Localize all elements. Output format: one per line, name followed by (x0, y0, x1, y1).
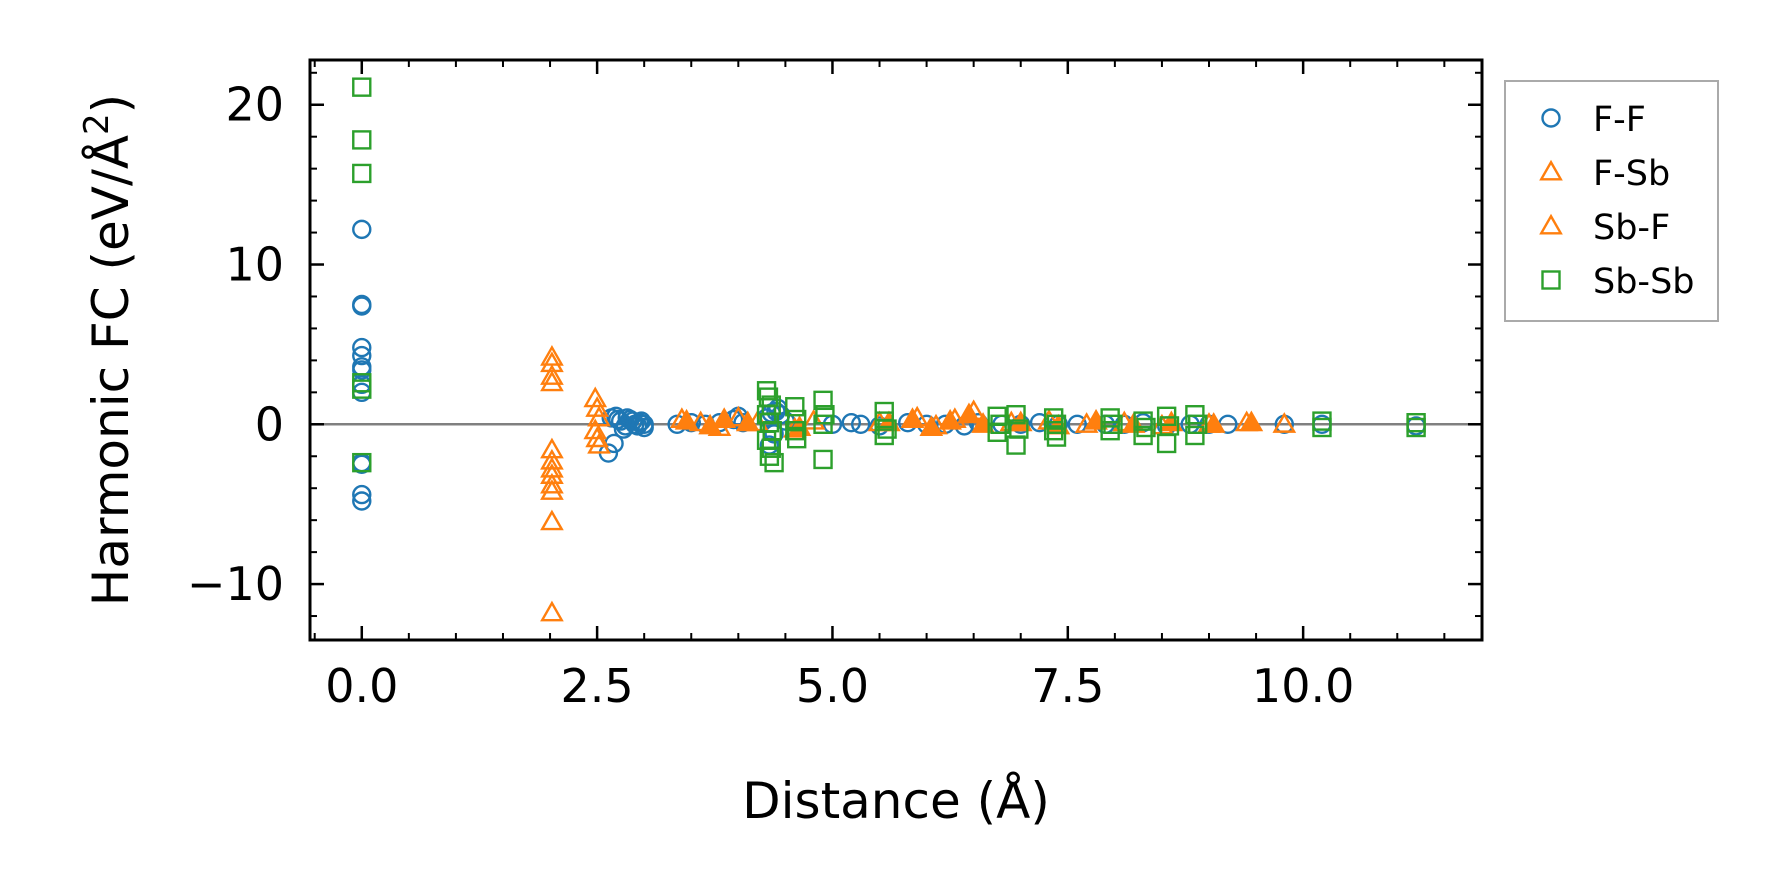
data-point (631, 411, 652, 431)
axis-ticks: 0.0 2.5 5.0 7.5 10.0 −10 0 10 20 (187, 60, 1482, 713)
data-point (352, 491, 372, 511)
data-point (352, 337, 372, 358)
data-point (688, 410, 713, 432)
data-point (352, 360, 372, 380)
data-point (786, 428, 807, 449)
y-tick-label: 0 (255, 397, 284, 451)
x-tick-label: 7.5 (1031, 659, 1104, 713)
data-point (1100, 408, 1120, 428)
data-point (540, 600, 564, 622)
y-axis-label: Harmonic FC (eV/Å2) (77, 94, 140, 606)
legend-label: Sb-F (1593, 208, 1670, 248)
x-tick-label: 0.0 (325, 659, 398, 713)
legend: F-F F-Sb Sb-F Sb-Sb (1504, 80, 1719, 322)
data-point (841, 412, 861, 433)
series-sb-sb (352, 77, 1426, 473)
data-point (1312, 417, 1332, 438)
data-point (352, 296, 372, 316)
legend-marker (1539, 159, 1563, 181)
data-point (1046, 427, 1067, 447)
legend-marker (1541, 270, 1561, 290)
y-axis-label-superscript: 2 (77, 113, 117, 135)
data-point (1239, 410, 1264, 432)
data-point (352, 452, 372, 473)
y-tick-label: 10 (225, 238, 284, 292)
data-point (1201, 412, 1226, 433)
data-point (585, 396, 609, 417)
data-point (1006, 405, 1026, 425)
data-point (540, 370, 564, 392)
data-point (1043, 420, 1064, 441)
legend-label: F-F (1593, 100, 1646, 140)
data-point (874, 425, 894, 446)
data-point (764, 452, 784, 473)
legend-label: Sb-Sb (1593, 262, 1695, 302)
data-point (785, 397, 805, 417)
data-point (919, 415, 944, 437)
data-point (540, 479, 564, 500)
legend-label: F-Sb (1593, 154, 1670, 194)
x-tick-label: 5.0 (796, 659, 869, 713)
data-point (352, 484, 372, 505)
data-point (540, 448, 564, 470)
data-point (352, 77, 372, 97)
data-point (726, 405, 751, 427)
data-point (900, 407, 925, 429)
x-axis-label: Distance (Å) (742, 772, 1050, 830)
data-point (877, 419, 897, 439)
data-point (1043, 408, 1064, 428)
data-point (957, 402, 981, 424)
legend-marker (1541, 108, 1561, 128)
data-point (1156, 433, 1177, 454)
data-point (352, 379, 372, 399)
data-point (585, 426, 609, 448)
data-point (1188, 414, 1208, 434)
data-point (1133, 425, 1153, 446)
y-tick-label: 20 (225, 78, 284, 132)
plot-area (310, 60, 1482, 640)
data-point (352, 345, 372, 366)
x-tick-label: 10.0 (1252, 659, 1354, 713)
data-point (1272, 412, 1297, 433)
data-point (712, 407, 737, 429)
data-point (583, 418, 608, 440)
data-point (1100, 420, 1120, 441)
data-point (583, 386, 608, 408)
data-point (813, 414, 833, 434)
data-point (759, 446, 780, 466)
data-point (613, 419, 634, 439)
data-point (813, 449, 833, 470)
data-point (938, 408, 962, 430)
data-point (540, 364, 564, 385)
data-point (352, 219, 372, 240)
legend-frame (1504, 80, 1719, 322)
data-point (1103, 414, 1123, 434)
data-point (1185, 425, 1205, 446)
plot-frame (308, 58, 1484, 642)
data-point (674, 408, 699, 430)
data-point (756, 381, 777, 401)
data-point (987, 422, 1007, 442)
data-point (786, 409, 807, 430)
data-point (735, 410, 760, 432)
data-point (540, 472, 564, 494)
data-point (1133, 411, 1153, 431)
data-point (1406, 417, 1426, 438)
data-point (540, 509, 564, 531)
data-points (352, 77, 1426, 622)
data-point (627, 416, 648, 436)
y-tick-label: −10 (187, 557, 284, 611)
data-point (352, 130, 372, 150)
data-point (1006, 435, 1026, 455)
data-point (352, 163, 372, 184)
legend-marker (1539, 213, 1563, 235)
data-point (850, 414, 871, 434)
x-tick-label: 2.5 (561, 659, 634, 713)
data-point (813, 390, 833, 411)
data-point (1046, 414, 1067, 434)
data-point (587, 432, 611, 454)
